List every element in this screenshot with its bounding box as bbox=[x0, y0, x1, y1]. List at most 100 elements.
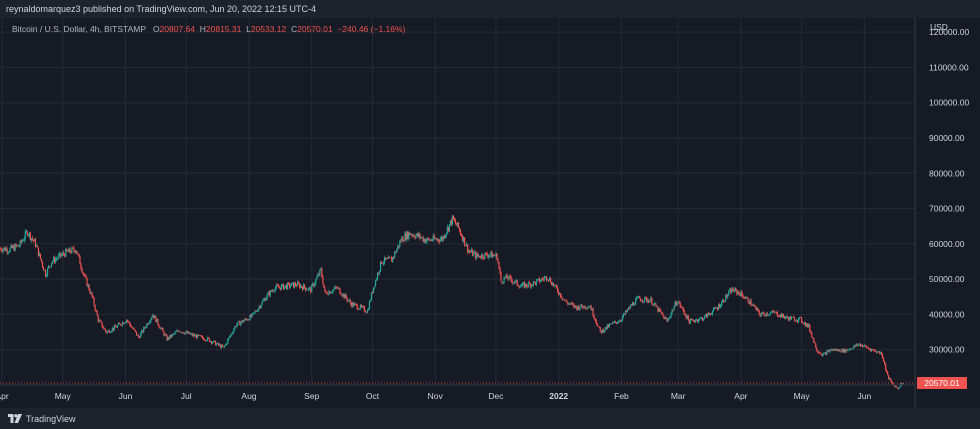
candle-body bbox=[184, 332, 186, 334]
candle bbox=[733, 289, 735, 293]
candle-body bbox=[895, 386, 897, 388]
candle-body bbox=[207, 337, 210, 339]
tradingview-brand[interactable]: TradingView bbox=[26, 413, 76, 424]
candle-body bbox=[216, 343, 218, 346]
candle bbox=[534, 281, 537, 286]
candle-body bbox=[245, 318, 247, 320]
candle bbox=[656, 305, 658, 308]
candle-body bbox=[426, 238, 428, 241]
candle-body bbox=[764, 315, 766, 317]
candle bbox=[745, 295, 747, 299]
candle-body bbox=[617, 322, 620, 323]
candle-body bbox=[172, 333, 174, 335]
candle bbox=[135, 330, 137, 333]
candle bbox=[62, 250, 64, 257]
candle-body bbox=[891, 380, 893, 383]
candle bbox=[632, 301, 634, 307]
candle-body bbox=[417, 233, 419, 237]
candle bbox=[287, 281, 290, 286]
candle bbox=[832, 348, 834, 352]
candle bbox=[459, 229, 462, 236]
y-axis-unit-label: USD bbox=[930, 22, 948, 32]
candle bbox=[397, 243, 399, 251]
candle bbox=[115, 326, 117, 328]
candle-body bbox=[379, 261, 382, 271]
candle bbox=[532, 280, 535, 288]
candle bbox=[9, 247, 11, 253]
candle bbox=[345, 293, 347, 300]
change-value: −240.46 (−1.16%) bbox=[337, 24, 406, 34]
candle bbox=[782, 313, 785, 319]
candle-body bbox=[558, 292, 560, 295]
candle-body bbox=[664, 317, 666, 320]
candle-body bbox=[80, 264, 82, 269]
candle bbox=[231, 332, 233, 336]
candle-body bbox=[274, 287, 276, 291]
candle-body bbox=[363, 306, 365, 312]
candle-body bbox=[612, 322, 614, 323]
candle-body bbox=[769, 312, 771, 315]
candle bbox=[103, 327, 105, 329]
candle bbox=[493, 253, 495, 257]
candle-body bbox=[782, 313, 785, 317]
candle-body bbox=[669, 316, 671, 319]
high-label: H bbox=[199, 24, 206, 34]
candle bbox=[691, 318, 693, 321]
candle-body bbox=[251, 313, 253, 317]
candle-body bbox=[204, 339, 207, 341]
candle-body bbox=[725, 294, 727, 302]
candle-body bbox=[637, 297, 639, 299]
tradingview-logo-icon[interactable] bbox=[8, 414, 22, 423]
candle-body bbox=[219, 344, 221, 346]
candle-body bbox=[433, 235, 435, 239]
candle bbox=[774, 311, 776, 313]
candle-body bbox=[281, 283, 283, 286]
candle bbox=[762, 310, 764, 315]
candle bbox=[781, 313, 784, 319]
candle-body bbox=[630, 304, 633, 306]
candle bbox=[576, 306, 578, 312]
candle-body bbox=[45, 275, 48, 277]
price-chart[interactable]: USD 30000.0040000.0050000.0060000.007000… bbox=[0, 18, 980, 408]
candle bbox=[683, 308, 685, 316]
candle bbox=[778, 314, 780, 318]
candle bbox=[834, 348, 836, 351]
candle-body bbox=[503, 277, 505, 283]
candle-body bbox=[174, 332, 176, 334]
candle-body bbox=[838, 349, 840, 351]
candle-body bbox=[478, 255, 480, 257]
candles-layer bbox=[0, 215, 904, 390]
candle bbox=[344, 293, 346, 299]
candle bbox=[828, 349, 830, 353]
candle bbox=[653, 303, 655, 307]
candle bbox=[666, 318, 668, 323]
candle-body bbox=[757, 308, 759, 311]
candle-body bbox=[430, 239, 432, 241]
candle bbox=[229, 335, 231, 339]
candle bbox=[779, 313, 781, 319]
candle bbox=[147, 323, 149, 326]
candle bbox=[140, 332, 142, 338]
candle-body bbox=[604, 327, 606, 331]
x-tick-label: Dec bbox=[488, 391, 504, 401]
candle-body bbox=[85, 275, 87, 279]
candle-body bbox=[692, 319, 694, 322]
candle bbox=[409, 232, 411, 235]
candle-body bbox=[492, 255, 494, 258]
chart-panel[interactable]: USD 30000.00 40000.00 50000.00 60000.00 7000… bbox=[0, 18, 980, 408]
candle bbox=[877, 350, 880, 353]
candle bbox=[442, 235, 444, 242]
candle-body bbox=[777, 315, 779, 317]
candle-body bbox=[527, 282, 529, 287]
candle-body bbox=[202, 337, 205, 340]
candle-body bbox=[408, 232, 410, 239]
candle bbox=[809, 323, 811, 333]
y-tick-label: 30000.00 bbox=[929, 345, 965, 355]
candle-body bbox=[22, 240, 24, 242]
candle-body bbox=[806, 323, 808, 327]
candle bbox=[696, 319, 698, 324]
candle-body bbox=[431, 240, 433, 242]
publisher-bar: reynaldomarquez3 published on TradingVie… bbox=[0, 0, 980, 18]
candle bbox=[732, 286, 734, 292]
candle bbox=[394, 250, 396, 259]
